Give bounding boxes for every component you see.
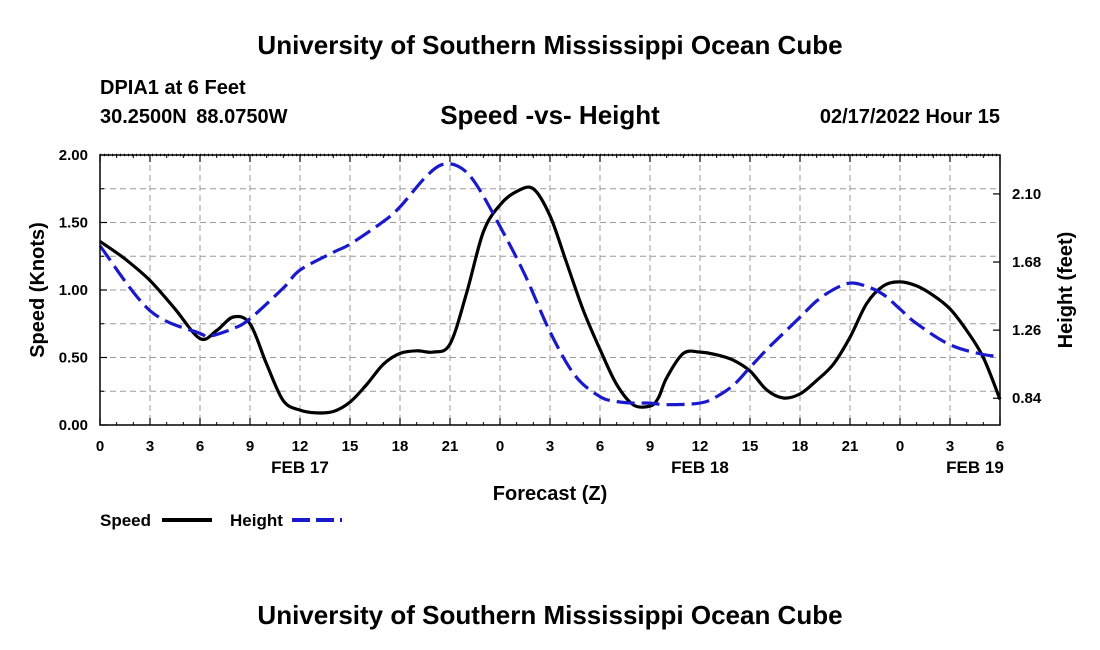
legend-speed-label: Speed <box>100 511 151 530</box>
y-tick-label: 1.00 <box>59 282 88 299</box>
grid <box>100 155 1000 425</box>
y2-tick-label: 0.84 <box>1012 390 1042 407</box>
station-coordinates: 30.2500N 88.0750W <box>100 106 288 128</box>
main-title: University of Southern Mississippi Ocean… <box>257 30 843 60</box>
x-tick-label: 15 <box>742 438 759 455</box>
x-date-label: FEB 17 <box>271 458 329 477</box>
y2-tick-label: 1.26 <box>1012 322 1041 339</box>
footer-title: University of Southern Mississippi Ocean… <box>257 600 843 630</box>
y2-axis-title: Height (feet) <box>1055 232 1077 349</box>
x-tick-label: 0 <box>496 438 504 455</box>
legend: Speed Height <box>100 511 342 530</box>
x-tick-label: 0 <box>896 438 904 455</box>
x-tick-label: 9 <box>646 438 654 455</box>
station-name: DPIA1 at 6 Feet <box>100 77 246 99</box>
x-tick-label: 3 <box>546 438 554 455</box>
x-tick-label: 21 <box>442 438 459 455</box>
x-tick-label: 6 <box>596 438 604 455</box>
legend-height-label: Height <box>230 511 283 530</box>
x-tick-label: 9 <box>246 438 254 455</box>
y-tick-label: 0.00 <box>59 417 88 434</box>
y2-tick-label: 1.68 <box>1012 254 1041 271</box>
series-height-line <box>98 162 1001 407</box>
x-tick-label: 3 <box>146 438 154 455</box>
y-axis-title: Speed (Knots) <box>27 222 49 358</box>
x-tick-label: 0 <box>96 438 104 455</box>
x-tick-label: 12 <box>292 438 309 455</box>
x-tick-label: 6 <box>996 438 1004 455</box>
x-axis-title: Forecast (Z) <box>493 483 607 505</box>
x-tick-label: 21 <box>842 438 859 455</box>
x-tick-label: 6 <box>196 438 204 455</box>
axis-labels: Forecast (Z) Speed (Knots) Height (feet) <box>27 222 1077 505</box>
y-tick-label: 2.00 <box>59 147 88 164</box>
x-date-label: FEB 19 <box>946 458 1004 477</box>
y-tick-label: 1.50 <box>59 215 88 232</box>
x-tick-label: 15 <box>342 438 359 455</box>
x-tick-label: 3 <box>946 438 954 455</box>
plot-frame <box>99 154 1001 426</box>
axes: 0 3 6 9 12 15 18 21 0 3 6 9 12 15 18 21 0 3 6 FEB 17 FEB 18 F… <box>59 147 1042 477</box>
chart-title: Speed -vs- Height <box>440 100 660 130</box>
x-tick-label: 12 <box>692 438 709 455</box>
x-date-label: FEB 18 <box>671 458 729 477</box>
forecast-date: 02/17/2022 Hour 15 <box>819 106 1000 128</box>
y-tick-label: 0.50 <box>59 350 88 367</box>
y2-tick-label: 2.10 <box>1012 186 1041 203</box>
x-tick-label: 18 <box>792 438 809 455</box>
series-speed-line <box>99 185 1002 415</box>
x-tick-label: 18 <box>392 438 409 455</box>
series-layer <box>98 162 1002 415</box>
